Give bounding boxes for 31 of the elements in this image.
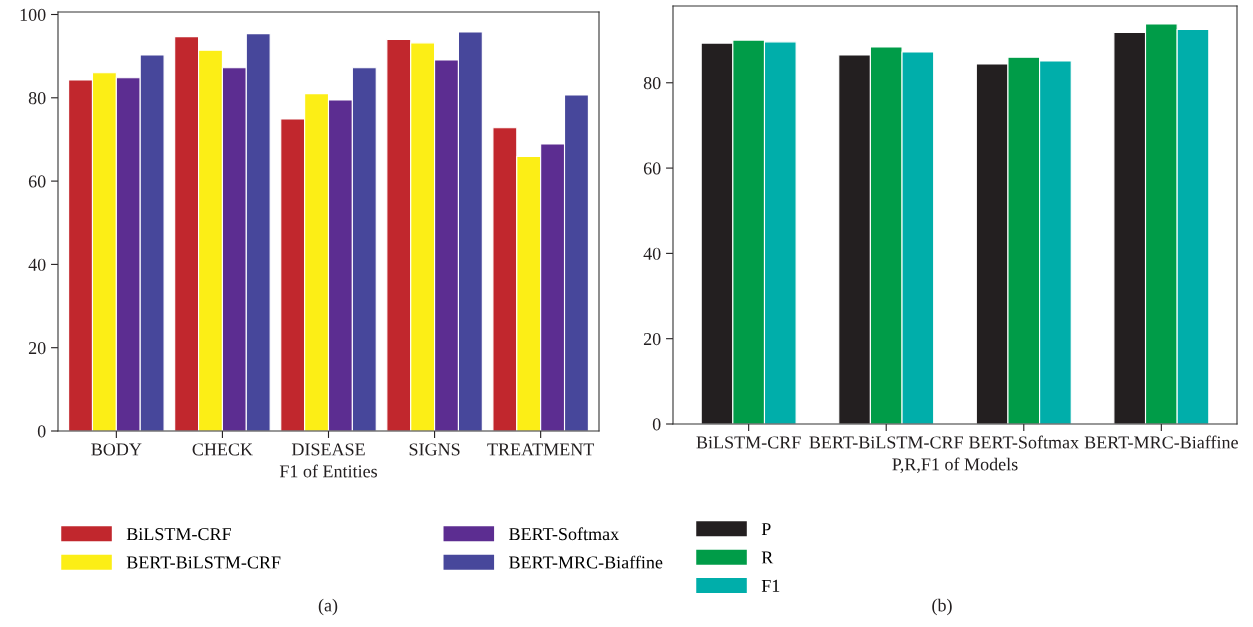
legend-label: BiLSTM-CRF [126, 528, 231, 541]
x-tick-label: BODY [91, 443, 142, 456]
x-tick-label: CHECK [192, 443, 253, 456]
y-tick-label: 80 [643, 77, 661, 90]
x-tick-label: BERT-MRC-Biaffine [1084, 435, 1238, 449]
legend-label: BERT-BiLSTM-CRF [126, 556, 281, 569]
y-tick-label: 0 [652, 418, 661, 431]
legend-label: BERT-Softmax [509, 527, 619, 541]
y-tick-label: 60 [643, 162, 661, 175]
y-tick-label: 0 [37, 425, 46, 438]
y-tick-label: 20 [28, 341, 46, 355]
legend-label: BERT-MRC-Biaffine [509, 555, 663, 569]
x-tick-label: BiLSTM-CRF [696, 436, 801, 449]
x-tick-label: SIGNS [409, 443, 460, 456]
x-tick-label: BERT-Softmax [969, 435, 1079, 449]
y-tick-label: 80 [28, 92, 46, 105]
y-tick-label: 40 [643, 247, 661, 260]
x-axis-title: F1 of Entities [279, 464, 377, 478]
x-tick-label: TREATMENT [487, 443, 595, 456]
y-tick-label: 100 [20, 8, 46, 21]
y-tick-label: 40 [28, 258, 46, 271]
legend-label: P [761, 523, 771, 535]
x-axis-title: P,R,F1 of Models [892, 457, 1018, 474]
y-tick-label: 20 [643, 332, 661, 346]
text: (b) [932, 598, 952, 616]
x-tick-label: DISEASE [291, 443, 365, 456]
y-tick-label: 60 [28, 175, 46, 188]
legend-label: F1 [761, 579, 780, 592]
legend-label: R [761, 551, 774, 564]
x-tick-label: BERT-BiLSTM-CRF [809, 436, 963, 449]
text: (a) [318, 598, 338, 616]
